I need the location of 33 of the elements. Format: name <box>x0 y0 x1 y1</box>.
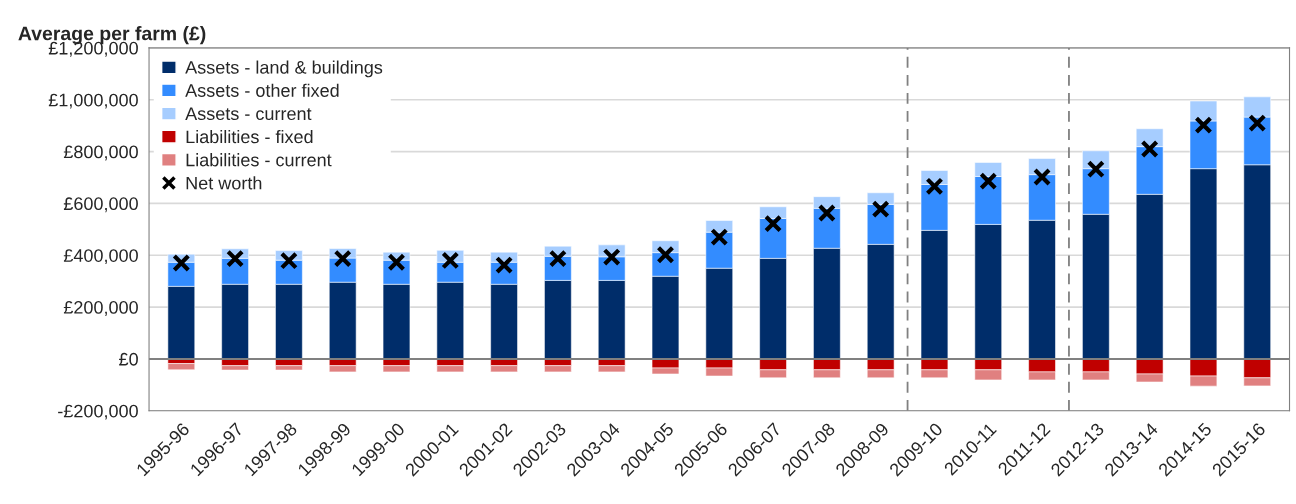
y-tick-label: £800,000 <box>63 145 138 161</box>
legend-label: Liabilities - current <box>186 153 332 167</box>
legend-label: Net worth <box>186 176 262 190</box>
point <box>1033 167 1052 186</box>
point <box>871 200 890 219</box>
point <box>979 172 998 191</box>
point <box>279 251 298 270</box>
legend-label: Assets - other fixed <box>185 83 339 97</box>
point <box>548 249 567 268</box>
point <box>1140 139 1159 158</box>
legend-label: Assets - current <box>185 107 312 121</box>
point <box>656 245 675 264</box>
y-tick-label: £1,000,000 <box>48 93 138 109</box>
y-tick-label: £200,000 <box>63 301 138 316</box>
point <box>172 253 191 273</box>
point <box>441 251 460 270</box>
y-tick-label: £0 <box>119 352 138 366</box>
legend-label: Liabilities - fixed <box>186 129 313 144</box>
point <box>333 249 352 268</box>
y-tick-label: -£200,000 <box>58 404 138 420</box>
point <box>817 203 836 223</box>
point <box>602 248 621 267</box>
y-tick-label: £400,000 <box>63 249 138 265</box>
point <box>1194 116 1213 135</box>
point <box>764 214 783 233</box>
point <box>925 177 944 196</box>
bar <box>167 363 196 371</box>
point <box>387 253 406 272</box>
legend-label: Assets - land & buildings <box>185 60 383 78</box>
point <box>226 249 245 268</box>
point <box>1248 114 1267 133</box>
point <box>710 228 729 247</box>
y-tick-label: £600,000 <box>63 197 138 213</box>
